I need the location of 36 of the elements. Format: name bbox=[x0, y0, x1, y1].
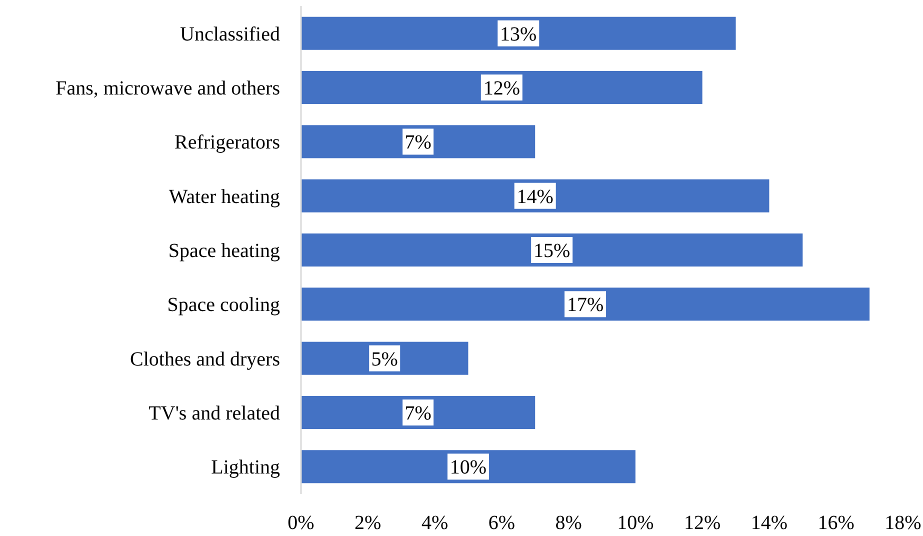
data-label: 13% bbox=[500, 23, 537, 46]
bar bbox=[301, 233, 803, 267]
x-tick-label: 2% bbox=[354, 512, 382, 534]
data-label: 17% bbox=[566, 294, 604, 316]
bar bbox=[301, 396, 536, 430]
x-tick-label: 6% bbox=[488, 512, 516, 534]
x-tick-label: 4% bbox=[421, 512, 448, 534]
data-label: 7% bbox=[404, 132, 432, 154]
x-tick-label: 0% bbox=[288, 512, 314, 534]
x-tick-label: 16% bbox=[818, 512, 854, 534]
data-label: 12% bbox=[483, 78, 520, 100]
y-tick-label: Space cooling bbox=[167, 294, 280, 316]
bar bbox=[301, 125, 536, 158]
bar bbox=[301, 70, 702, 104]
data-label: 15% bbox=[533, 240, 570, 262]
x-tick-label: 12% bbox=[684, 512, 721, 534]
y-tick-label: Lighting bbox=[211, 456, 280, 479]
bar bbox=[301, 450, 636, 484]
x-tick-label: 14% bbox=[750, 512, 788, 534]
x-tick-label: 8% bbox=[555, 512, 582, 534]
data-label: 10% bbox=[450, 456, 487, 479]
y-tick-label: Water heating bbox=[168, 186, 280, 208]
data-label: 7% bbox=[404, 402, 432, 424]
y-tick-label: Space heating bbox=[168, 240, 280, 262]
bar bbox=[301, 179, 770, 212]
x-tick-label: 18% bbox=[884, 512, 922, 534]
data-label: 5% bbox=[371, 348, 398, 370]
y-tick-label: Unclassified bbox=[180, 23, 280, 46]
bar bbox=[301, 16, 736, 50]
y-tick-label: Refrigerators bbox=[174, 132, 280, 154]
y-tick-label: Clothes and dryers bbox=[130, 348, 280, 370]
x-tick-label: 10% bbox=[617, 512, 654, 534]
y-tick-label: Fans, microwave and others bbox=[56, 78, 280, 100]
y-tick-label: TV's and related bbox=[148, 402, 280, 424]
bar bbox=[301, 288, 870, 321]
data-label: 14% bbox=[516, 186, 554, 208]
